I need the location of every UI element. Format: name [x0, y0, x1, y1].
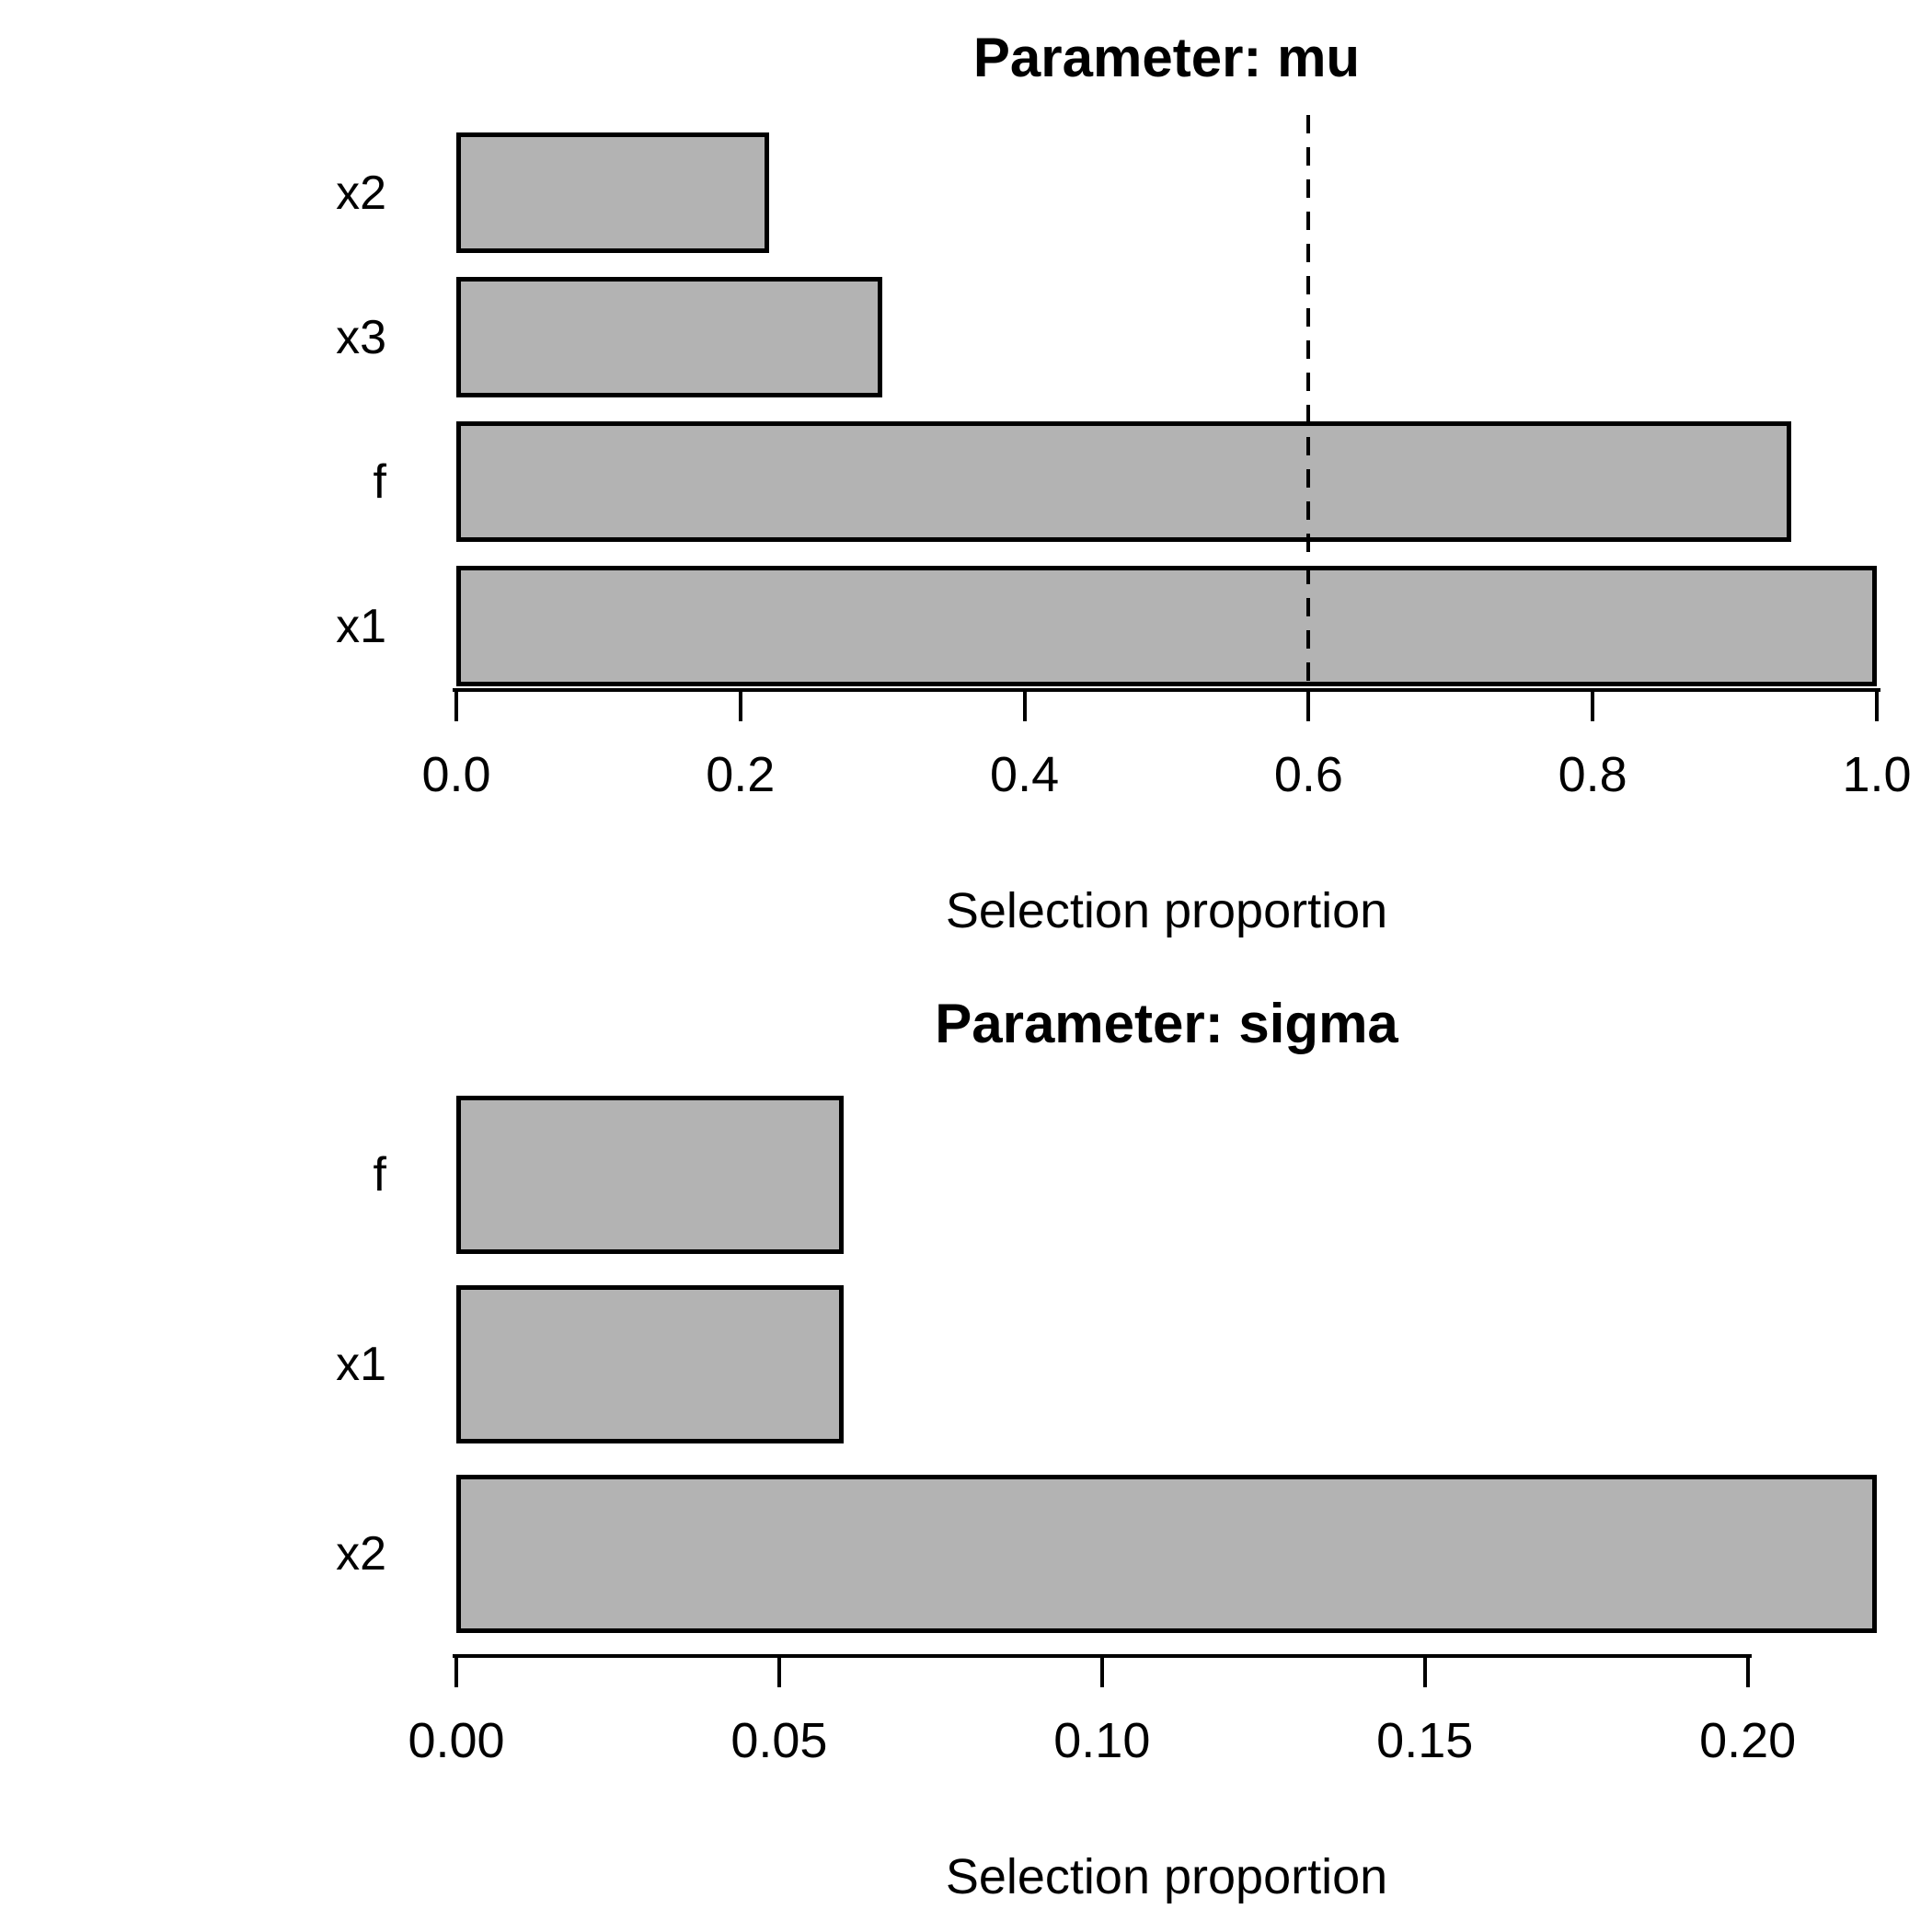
bar-x2 — [456, 1475, 1877, 1633]
x-axis-tick — [1306, 688, 1311, 721]
x-axis-line — [453, 688, 1880, 692]
x-axis-tick-label: 0.15 — [1376, 1713, 1474, 1768]
chart-title: Parameter: mu — [972, 27, 1361, 88]
x-axis-tick — [454, 1654, 458, 1687]
mu-chart-panel: Parameter: mu x2 x3 f x1 0.0 0.2 0.4 0.6 0.8 1.0… — [336, 27, 1912, 938]
bar-x1 — [456, 1285, 844, 1443]
x-axis-tick — [1099, 1654, 1104, 1687]
category-label-x3: x3 — [336, 310, 386, 364]
x-axis-tick — [454, 688, 458, 721]
bar-f — [456, 1096, 844, 1254]
category-label-x1: x1 — [336, 1338, 386, 1391]
category-label-x1: x1 — [336, 599, 386, 653]
x-axis-tick-label: 0.00 — [408, 1713, 505, 1768]
x-axis-tick-label: 0.20 — [1699, 1713, 1797, 1768]
sigma-chart-panel: Parameter: sigma f x1 x2 0.00 0.05 0.10 0.15 0… — [0, 966, 1932, 1932]
category-label-x2: x2 — [336, 1527, 386, 1581]
x-axis-tick-label: 1.0 — [1842, 747, 1912, 802]
bar-f — [456, 421, 1791, 542]
x-axis-tick — [738, 688, 742, 721]
bar-x1 — [456, 566, 1877, 686]
x-axis-tick-label: 0.8 — [1558, 747, 1627, 802]
bar-x2 — [456, 132, 769, 253]
x-axis-tick — [1022, 688, 1027, 721]
x-axis-tick-label: 0.2 — [706, 747, 776, 802]
x-axis-tick-label: 0.4 — [990, 747, 1060, 802]
x-axis-tick — [1422, 1654, 1427, 1687]
x-axis-tick — [776, 1654, 781, 1687]
category-label-x2: x2 — [336, 166, 386, 220]
x-axis-tick — [1745, 1654, 1750, 1687]
x-axis-tick-label: 0.05 — [730, 1713, 828, 1768]
bar-x3 — [456, 277, 882, 397]
category-label-f: f — [373, 454, 386, 509]
x-axis-tick — [1591, 688, 1595, 721]
x-axis-tick-label: 0.6 — [1273, 747, 1343, 802]
x-axis-label: Selection proportion — [945, 883, 1388, 938]
threshold-dashed-line — [1306, 115, 1311, 690]
x-axis-tick-label: 0.0 — [421, 747, 491, 802]
chart-title: Parameter: sigma — [935, 993, 1398, 1054]
category-label-f: f — [373, 1148, 386, 1202]
x-axis-label: Selection proportion — [945, 1849, 1388, 1904]
x-axis-tick — [1875, 688, 1879, 721]
x-axis-tick-label: 0.10 — [1053, 1713, 1151, 1768]
